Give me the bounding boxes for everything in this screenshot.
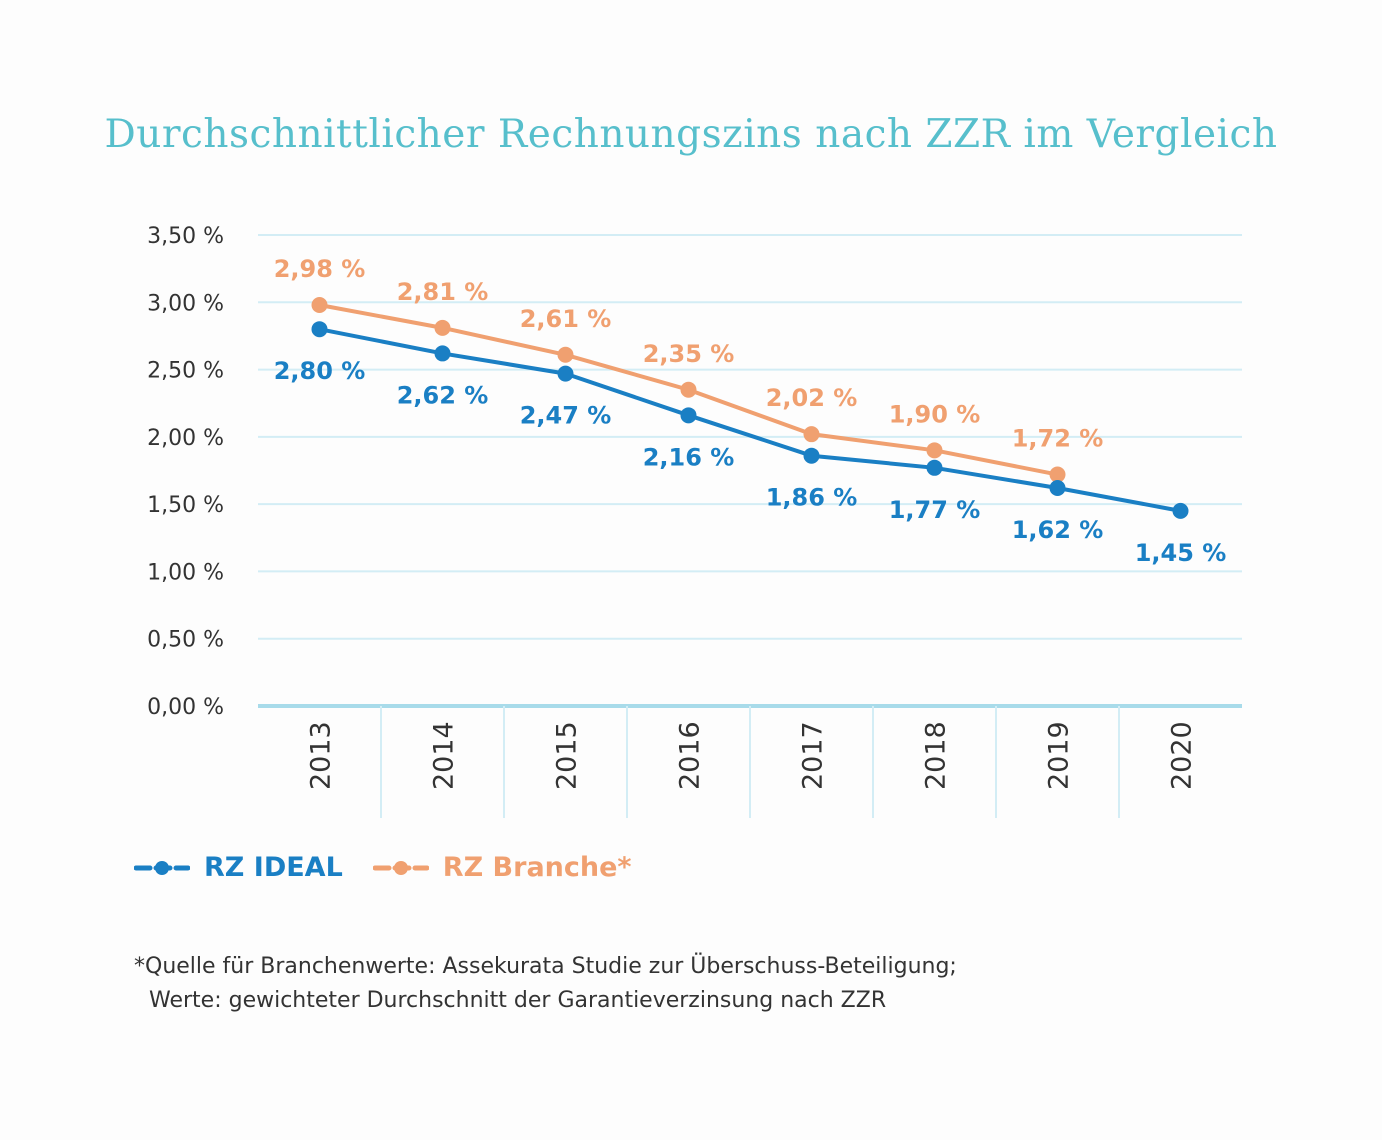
data-label-branche: 2,02 % <box>766 384 858 412</box>
chart-title: Durchschnittlicher Rechnungszins nach ZZ… <box>104 112 1278 157</box>
y-tick-label: 0,50 % <box>147 628 224 653</box>
data-label-ideal: 2,62 % <box>397 381 489 409</box>
data-point-branche <box>557 346 574 363</box>
data-point-ideal <box>557 365 574 382</box>
data-point-ideal <box>680 407 697 424</box>
legend-item-branche: RZ Branche* <box>372 852 632 883</box>
footnote-marker: * <box>134 954 145 979</box>
series-line-ideal <box>319 327 1181 513</box>
data-point-ideal <box>926 459 943 476</box>
y-tick-label: 1,50 % <box>147 493 224 518</box>
footnote-text-2: Werte: gewichteter Durchschnitt der Gara… <box>149 988 887 1013</box>
y-tick-label: 0,00 % <box>147 695 224 720</box>
data-point-branche <box>311 296 328 313</box>
x-tick-label: 2013 <box>306 721 337 790</box>
data-point-ideal <box>1049 479 1066 496</box>
data-label-ideal: 2,47 % <box>520 402 612 430</box>
legend-label-branche: RZ Branche* <box>442 852 632 883</box>
data-label-branche: 1,90 % <box>889 400 981 428</box>
data-point-branche <box>926 442 943 459</box>
data-point-branche <box>1049 466 1066 483</box>
data-point-branche <box>803 426 820 443</box>
data-label-ideal: 1,45 % <box>1135 539 1227 567</box>
chart-legend: RZ IDEAL RZ Branche* <box>134 852 632 883</box>
legend-swatch-ideal <box>134 860 190 875</box>
data-point-branche <box>680 381 697 398</box>
legend-label-ideal: RZ IDEAL <box>204 852 343 883</box>
y-tick-label: 3,00 % <box>147 291 224 316</box>
data-label-branche: 2,98 % <box>274 255 366 283</box>
data-label-ideal: 1,62 % <box>1012 516 1104 544</box>
data-point-branche <box>434 319 451 336</box>
data-label-ideal: 2,16 % <box>643 443 735 471</box>
x-tick-label: 2020 <box>1167 721 1198 790</box>
data-point-ideal <box>311 321 328 338</box>
data-label-branche: 1,72 % <box>1012 425 1104 453</box>
data-label-branche: 2,61 % <box>520 305 612 333</box>
y-tick-label: 2,50 % <box>147 359 224 384</box>
footnote-line-1: *Quelle für Branchenwerte: Assekurata St… <box>134 954 957 979</box>
legend-swatch-branche <box>372 860 429 875</box>
y-tick-label: 1,00 % <box>147 560 224 585</box>
data-label-branche: 2,81 % <box>397 278 489 306</box>
data-label-ideal: 1,77 % <box>889 496 981 524</box>
x-tick-label: 2014 <box>429 721 460 790</box>
x-tick-label: 2019 <box>1044 721 1075 790</box>
x-tick-label: 2017 <box>798 721 829 790</box>
data-point-ideal <box>1172 502 1189 519</box>
y-tick-label: 3,50 % <box>147 224 224 249</box>
data-point-ideal <box>803 447 820 464</box>
x-tick-label: 2015 <box>552 721 583 790</box>
x-tick-label: 2016 <box>675 721 706 790</box>
data-label-ideal: 1,86 % <box>766 484 858 512</box>
x-tick-label: 2018 <box>921 721 952 790</box>
data-point-ideal <box>434 345 451 362</box>
legend-item-ideal: RZ IDEAL <box>134 852 343 883</box>
data-label-ideal: 2,80 % <box>274 357 366 385</box>
footnote: *Quelle für Branchenwerte: Assekurata St… <box>134 950 957 1018</box>
y-tick-label: 2,00 % <box>147 426 224 451</box>
footnote-text-1: Quelle für Branchenwerte: Assekurata Stu… <box>145 954 957 979</box>
data-label-branche: 2,35 % <box>643 340 735 368</box>
